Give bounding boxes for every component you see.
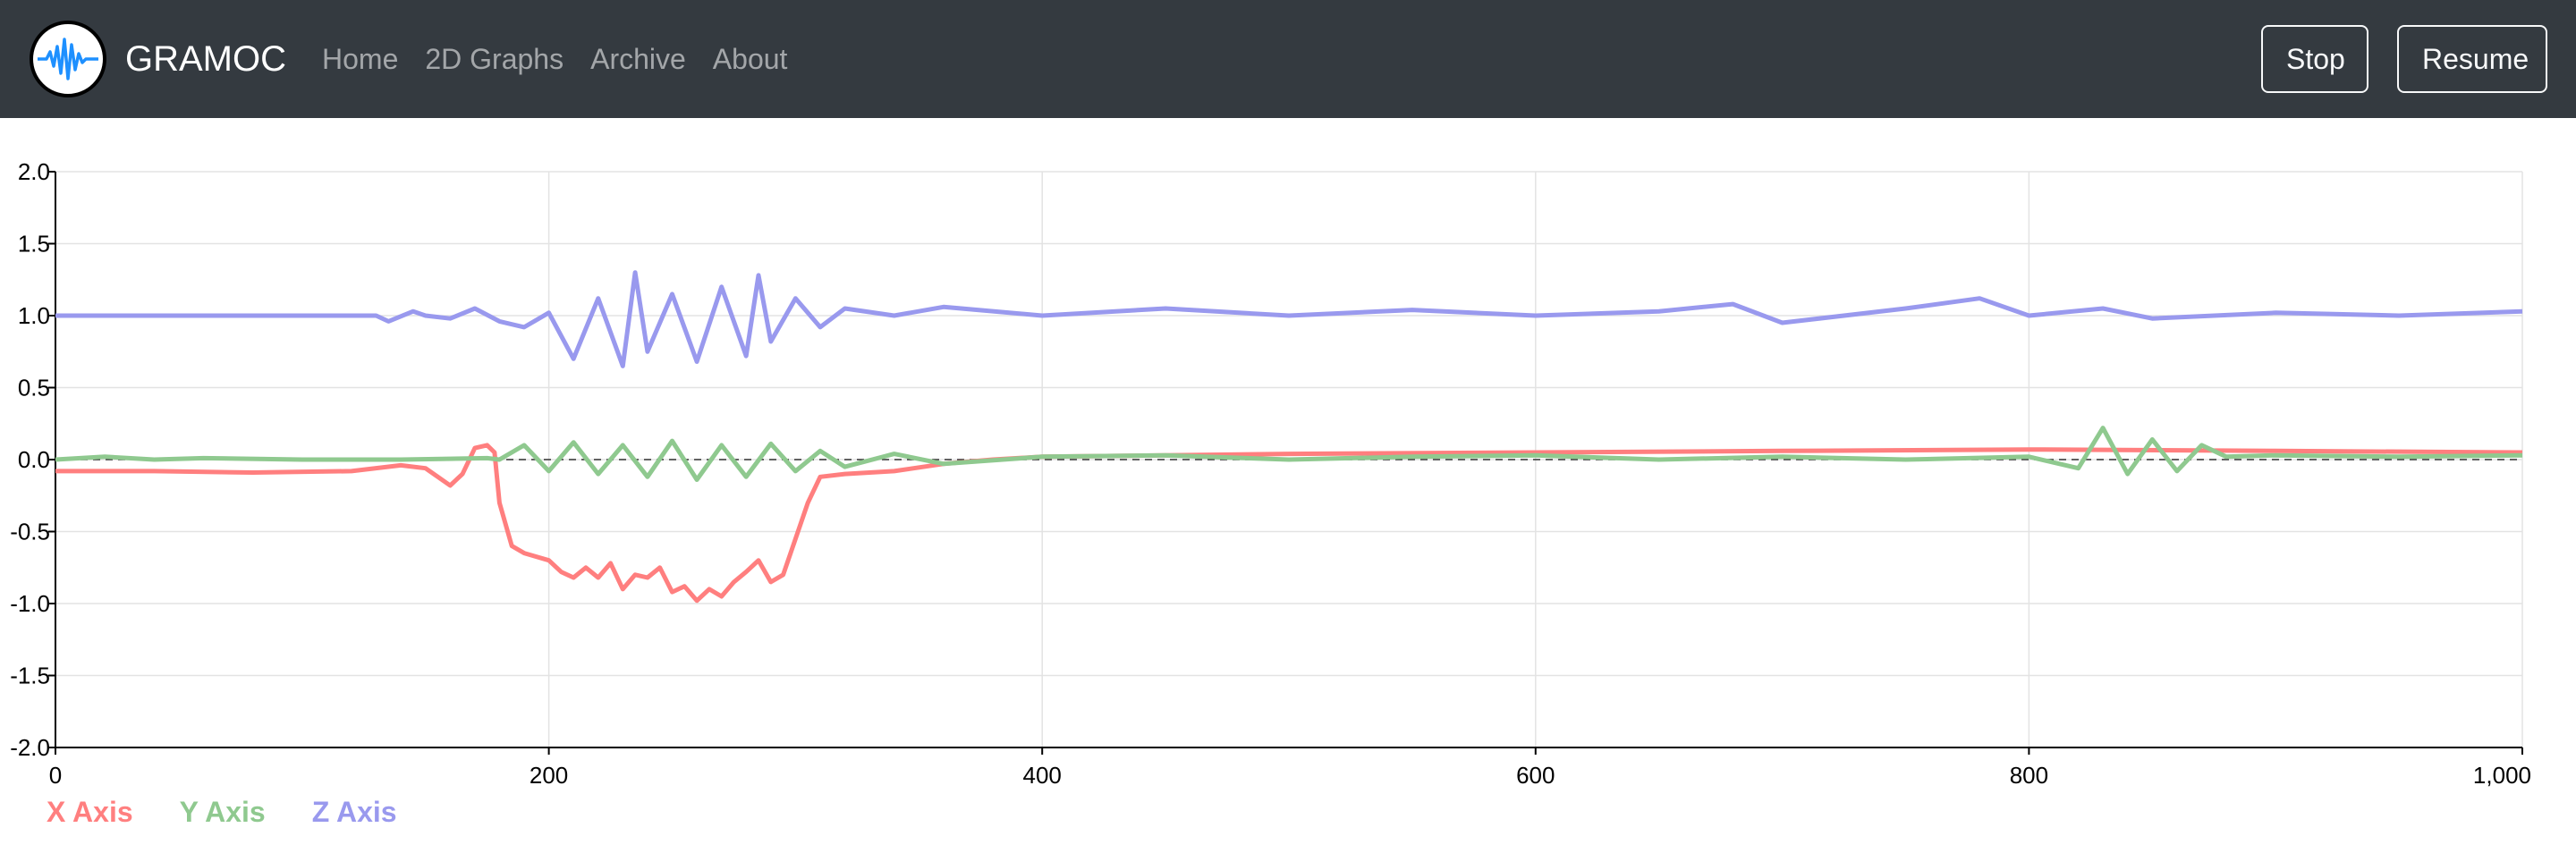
y-tick-label: 1.5: [18, 231, 50, 258]
chart-legend: X Axis Y Axis Z Axis: [47, 796, 397, 829]
brand-title[interactable]: GRAMOC: [125, 39, 286, 79]
y-tick-label: 0.5: [18, 375, 50, 401]
navbar: GRAMOC Home 2D Graphs Archive About Stop…: [0, 0, 2576, 118]
chart-series: [55, 270, 2523, 604]
y-tick-label: -2.0: [10, 734, 50, 761]
series-line-x-axis: [55, 443, 2523, 604]
nav-link-2d-graphs[interactable]: 2D Graphs: [425, 43, 564, 75]
x-tick-label: 200: [530, 762, 568, 789]
nav-link-archive[interactable]: Archive: [590, 43, 686, 75]
x-tick-label: 400: [1023, 762, 1062, 789]
nav-link-about[interactable]: About: [712, 43, 788, 75]
series-line-z-axis: [55, 270, 2523, 368]
y-tick-label: 2.0: [18, 158, 50, 185]
legend-entry-z-axis[interactable]: Z Axis: [311, 796, 397, 828]
legend-entry-y-axis[interactable]: Y Axis: [179, 796, 266, 828]
y-tick-label: -1.5: [10, 663, 50, 689]
y-tick-label: -0.5: [10, 519, 50, 545]
stop-button[interactable]: Stop: [2261, 25, 2368, 93]
legend-entry-x-axis[interactable]: X Axis: [47, 796, 133, 828]
y-tick-label: 1.0: [18, 302, 50, 329]
waveform-icon[interactable]: [29, 20, 107, 98]
x-tick-label: 600: [1516, 762, 1555, 789]
line-chart: 2.0 1.5 1.0 0.5 0.0 -0.5 -1.0 -1.5 -2.00 200 400 60…: [10, 158, 2531, 789]
x-tick-label: 800: [2010, 762, 2048, 789]
y-tick-label: -1.0: [10, 590, 50, 617]
resume-button[interactable]: Resume: [2397, 25, 2547, 93]
x-tick-label: 0: [49, 762, 62, 789]
chart-axes: [48, 171, 2523, 755]
x-tick-label: 1,000: [2473, 762, 2531, 789]
series-line-y-axis: [55, 426, 2523, 482]
y-tick-label: 0.0: [18, 446, 50, 473]
nav-link-home[interactable]: Home: [322, 43, 399, 75]
chart-tick-labels: 2.0 1.5 1.0 0.5 0.0 -0.5 -1.0 -1.5 -2.00 200 400 60…: [10, 158, 2531, 789]
nav-links: Home 2D Graphs Archive About: [322, 36, 787, 82]
